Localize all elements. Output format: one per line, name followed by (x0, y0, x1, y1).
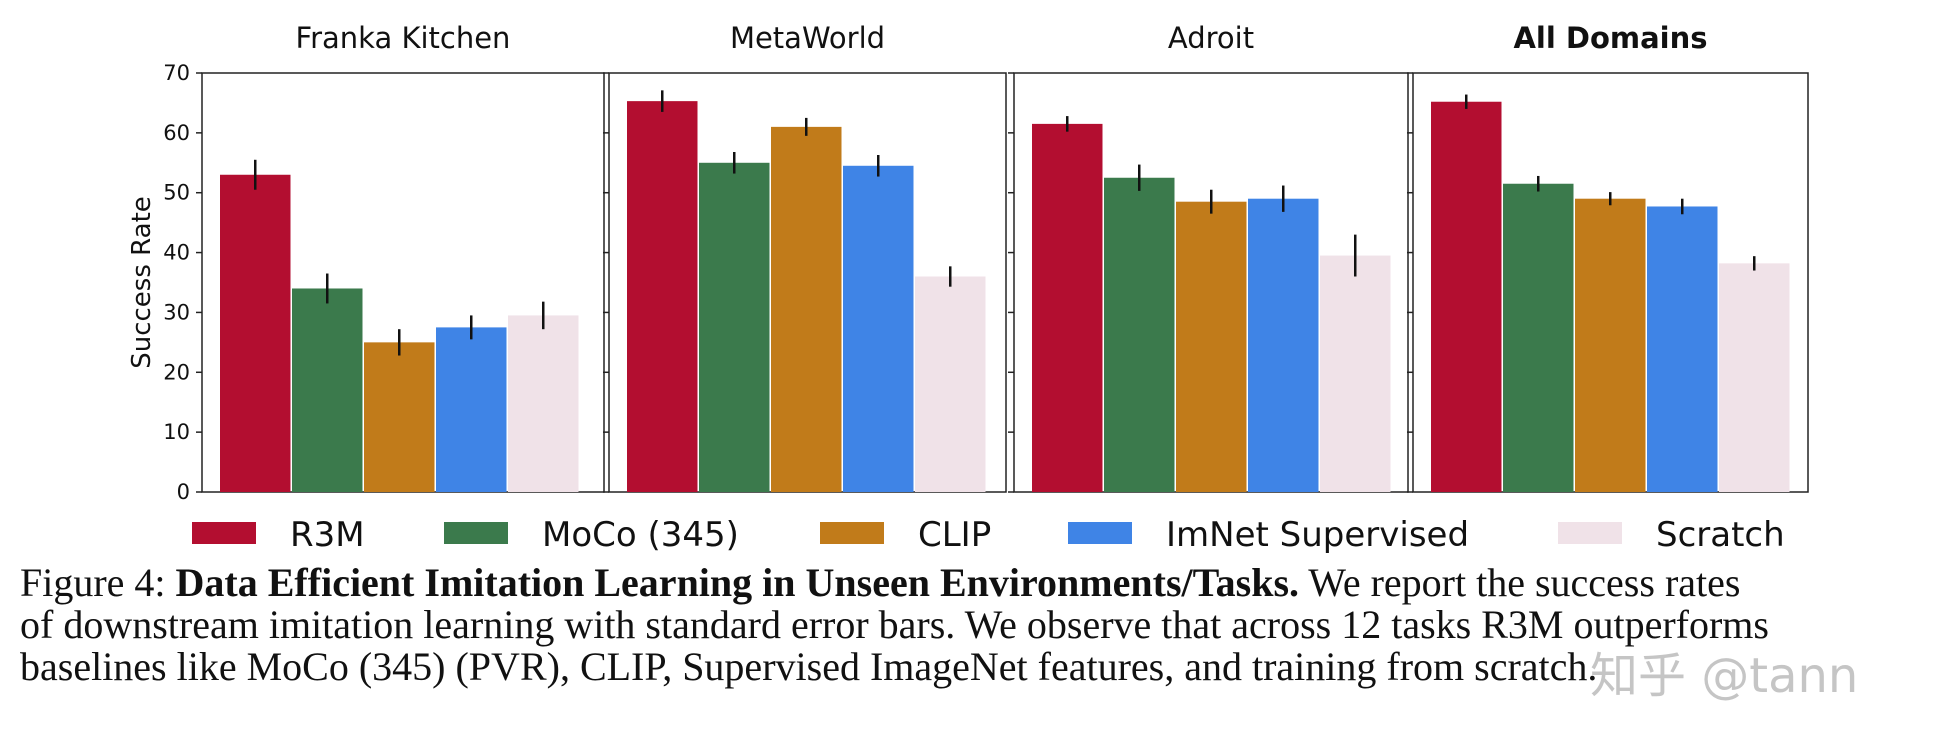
panel-title: Franka Kitchen (296, 21, 511, 55)
bar-imnet-supervised (1248, 198, 1319, 492)
legend-swatch (1558, 522, 1622, 544)
y-tick-label: 10 (163, 420, 190, 444)
bar-r3m (1032, 123, 1103, 492)
watermark: 知乎 @tann (1590, 648, 1859, 704)
bar-imnet-supervised (436, 327, 507, 492)
y-tick-label: 50 (163, 181, 190, 205)
bar-imnet-supervised (1647, 206, 1718, 492)
legend-swatch (1068, 522, 1132, 544)
legend-label: CLIP (918, 515, 991, 555)
legend-label: Scratch (1656, 515, 1785, 555)
panel-2: MetaWorld (603, 21, 1007, 493)
panel-title: All Domains (1513, 21, 1707, 55)
legend-label: R3M (290, 515, 365, 555)
panel-4: All Domains (1407, 21, 1809, 493)
y-tick-label: 60 (163, 121, 190, 145)
bar-scratch (1320, 255, 1391, 492)
figure-caption: Figure 4: Data Efficient Imitation Learn… (20, 562, 1936, 688)
legend-swatch (192, 522, 256, 544)
bar-moco-345- (1503, 183, 1574, 492)
bar-r3m (220, 174, 291, 492)
bar-moco-345- (1104, 177, 1175, 492)
panel-title: MetaWorld (730, 21, 885, 55)
bar-clip (1176, 201, 1247, 492)
panel-title: Adroit (1168, 21, 1254, 55)
legend-swatch (444, 522, 508, 544)
y-tick-label: 70 (163, 61, 190, 85)
bar-scratch (915, 276, 986, 492)
bar-r3m (1431, 101, 1502, 492)
caption-title: Data Efficient Imitation Learning in Uns… (175, 560, 1300, 605)
caption-line-1: Figure 4: Data Efficient Imitation Learn… (20, 562, 1936, 604)
bar-clip (1575, 198, 1646, 492)
bar-scratch (508, 315, 579, 492)
legend-swatch (820, 522, 884, 544)
bar-clip (364, 342, 435, 492)
caption-line-3: baselines like MoCo (345) (PVR), CLIP, S… (20, 644, 1598, 689)
y-tick-label: 30 (163, 300, 190, 324)
bar-moco-345- (699, 162, 770, 493)
bar-moco-345- (292, 288, 363, 492)
y-tick-label: 0 (177, 480, 190, 504)
y-tick-label: 40 (163, 241, 190, 265)
legend-label: ImNet Supervised (1166, 515, 1469, 555)
y-axis-label: Success Rate (127, 196, 157, 369)
bar-imnet-supervised (843, 165, 914, 492)
bar-scratch (1719, 263, 1790, 492)
caption-figure-label: Figure 4: (20, 560, 166, 605)
panel-3: Adroit (1008, 21, 1409, 493)
chart: Success Rate 0 10 20 30 40 50 60 70 Franka Kitch… (127, 21, 1809, 555)
caption-line-2: of downstream imitation learning with st… (20, 602, 1769, 647)
panel-1: 0 10 20 30 40 50 60 70 Franka Kitchen (163, 21, 605, 504)
bar-r3m (627, 101, 698, 492)
legend-label: MoCo (345) (542, 515, 739, 555)
caption-line-1-rest: We report the success rates (1308, 560, 1741, 605)
bar-clip (771, 126, 842, 492)
y-tick-label: 20 (163, 360, 190, 384)
